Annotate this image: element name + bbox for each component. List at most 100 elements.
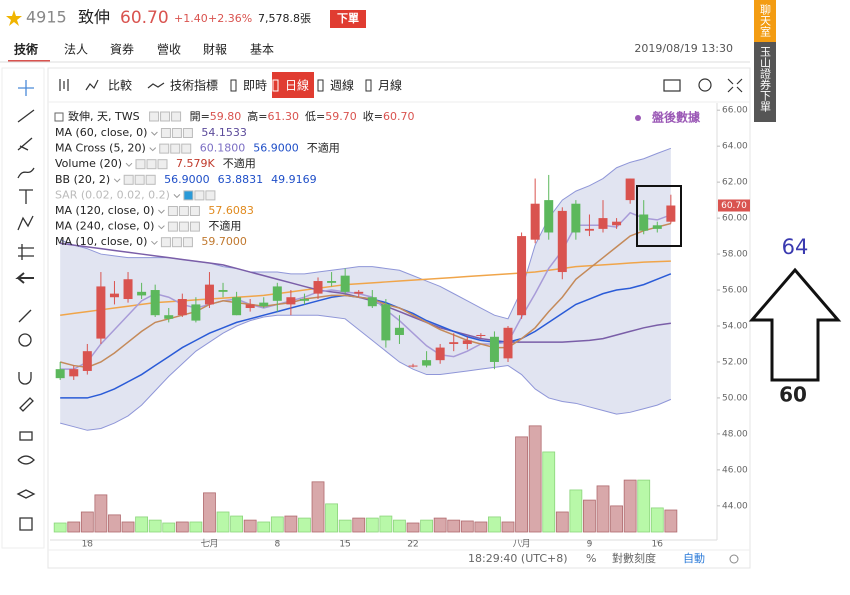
legend: 致伸, 天, TWS 開= 59.80 高= 61.30 低= 59.70 收= 60.70 MA… <box>54 109 414 248</box>
tab[interactable]: 資券 <box>110 42 134 57</box>
interval-icon <box>272 79 279 92</box>
legend-icon[interactable] <box>167 206 178 216</box>
change: +1.40 <box>174 12 208 25</box>
legend-icon[interactable] <box>181 143 192 154</box>
status-gear[interactable] <box>729 554 739 564</box>
legend-icon[interactable] <box>146 159 157 170</box>
toolbar-icons <box>59 78 743 93</box>
ohlc-value: 61.30 <box>268 110 300 123</box>
legend-icon[interactable] <box>135 159 146 170</box>
toolbar-item[interactable]: 月線 <box>378 78 402 93</box>
status-auto[interactable]: 自動 <box>683 551 705 565</box>
volume-bar <box>67 521 81 533</box>
candle-body <box>286 297 296 305</box>
volume-bar <box>460 520 474 533</box>
y-tick-label: 60.00 <box>722 214 748 224</box>
candle-body <box>530 203 540 240</box>
dropdown-icon[interactable] <box>151 240 158 245</box>
legend-icon[interactable] <box>182 128 193 138</box>
indicator-value: 56.9000 <box>253 142 299 155</box>
candle-body <box>612 221 622 226</box>
legend-icon[interactable] <box>189 206 200 216</box>
tab[interactable]: 營收 <box>157 43 181 57</box>
toolbar-item[interactable]: 即時 <box>243 79 267 93</box>
legend-icon[interactable] <box>178 206 189 216</box>
collapse-icon[interactable] <box>54 112 64 122</box>
legend-icon[interactable] <box>134 174 145 185</box>
order-button-label: 下單 <box>337 12 359 25</box>
legend-icon[interactable] <box>123 174 134 185</box>
legend-icon[interactable] <box>160 128 171 138</box>
interval-icon <box>365 79 372 92</box>
candle-body <box>517 236 527 316</box>
indicator-value: 不適用 <box>307 141 340 155</box>
volume-bar <box>501 521 515 533</box>
legend-icon[interactable] <box>182 237 193 248</box>
datetime: 2019/08/19 13:30 <box>634 42 733 55</box>
volume-bar <box>189 521 203 533</box>
ohlc-value: 59.70 <box>325 110 357 123</box>
candle-body <box>299 299 309 301</box>
stock-name: 致伸 <box>78 8 110 27</box>
legend-icon[interactable] <box>145 174 156 185</box>
candle-body <box>354 291 364 294</box>
tabs: 技術 法人 資券 營收 財報 基本 <box>14 42 274 57</box>
volume-bar <box>596 485 610 533</box>
toolbar-item[interactable]: 比較 <box>108 78 132 93</box>
volume-bar <box>94 494 108 533</box>
legend-icon[interactable] <box>160 237 171 248</box>
active-interval[interactable] <box>272 72 314 98</box>
dropdown-icon[interactable] <box>151 131 158 136</box>
status-log[interactable]: 對數刻度 <box>612 551 656 565</box>
stock-code: 4915 <box>26 8 67 27</box>
volume-bar <box>311 481 325 533</box>
y-tick-label: 56.00 <box>722 286 748 296</box>
y-tick-label: 64.00 <box>722 142 748 152</box>
dropdown-icon[interactable] <box>173 194 181 199</box>
volume-bar <box>488 516 501 533</box>
drawing-toolbar <box>1 67 45 549</box>
ohlc-label: 高= <box>247 109 267 123</box>
dropdown-icon[interactable] <box>158 209 165 214</box>
indicator-name: SAR (0.02, 0.02, 0.2) <box>55 188 170 201</box>
legend-icon[interactable] <box>159 143 170 154</box>
legend-icon[interactable] <box>149 111 160 122</box>
candle-body <box>150 290 160 316</box>
tab[interactable]: 財報 <box>203 42 227 57</box>
indicator-name: MA (10, close, 0) <box>55 235 147 248</box>
tab[interactable]: 基本 <box>250 43 274 57</box>
order-button[interactable] <box>330 10 366 28</box>
tab[interactable]: 技術 <box>14 42 38 57</box>
dropdown-icon[interactable] <box>113 178 121 183</box>
legend-icon[interactable] <box>171 128 182 138</box>
legend-icon[interactable] <box>171 237 182 248</box>
y-tick-label: 50.00 <box>722 393 748 403</box>
volume-bar <box>230 515 243 533</box>
legend-icon[interactable] <box>167 221 178 232</box>
x-tick-label: 9 <box>587 540 593 550</box>
legend-icon[interactable] <box>194 190 205 201</box>
side-tab-order[interactable] <box>754 42 776 122</box>
toolbar-item[interactable]: 技術指標 <box>170 78 218 93</box>
star-icon[interactable] <box>6 10 22 26</box>
dropdown-icon[interactable] <box>158 225 165 230</box>
legend-icon[interactable] <box>189 221 200 232</box>
legend-icon[interactable] <box>171 111 182 122</box>
tab[interactable]: 法人 <box>64 43 88 57</box>
toolbar-item[interactable]: 週線 <box>330 78 354 93</box>
dropdown-icon[interactable] <box>149 147 157 152</box>
legend-icon[interactable] <box>205 190 216 201</box>
candle-body <box>96 286 106 339</box>
candle-body <box>381 304 391 341</box>
legend-icon[interactable] <box>157 159 168 170</box>
toolbar-item[interactable]: 日線 <box>285 78 309 93</box>
side-tab-chat[interactable] <box>754 0 776 42</box>
legend-icon[interactable] <box>170 143 181 154</box>
x-tick-label: 8 <box>274 540 280 550</box>
legend-icon[interactable] <box>160 111 171 122</box>
status-pct[interactable]: % <box>586 552 596 565</box>
legend-icon[interactable] <box>183 190 194 201</box>
legend-icon[interactable] <box>178 221 189 232</box>
band-edge <box>59 147 672 320</box>
dropdown-icon[interactable] <box>125 162 133 167</box>
